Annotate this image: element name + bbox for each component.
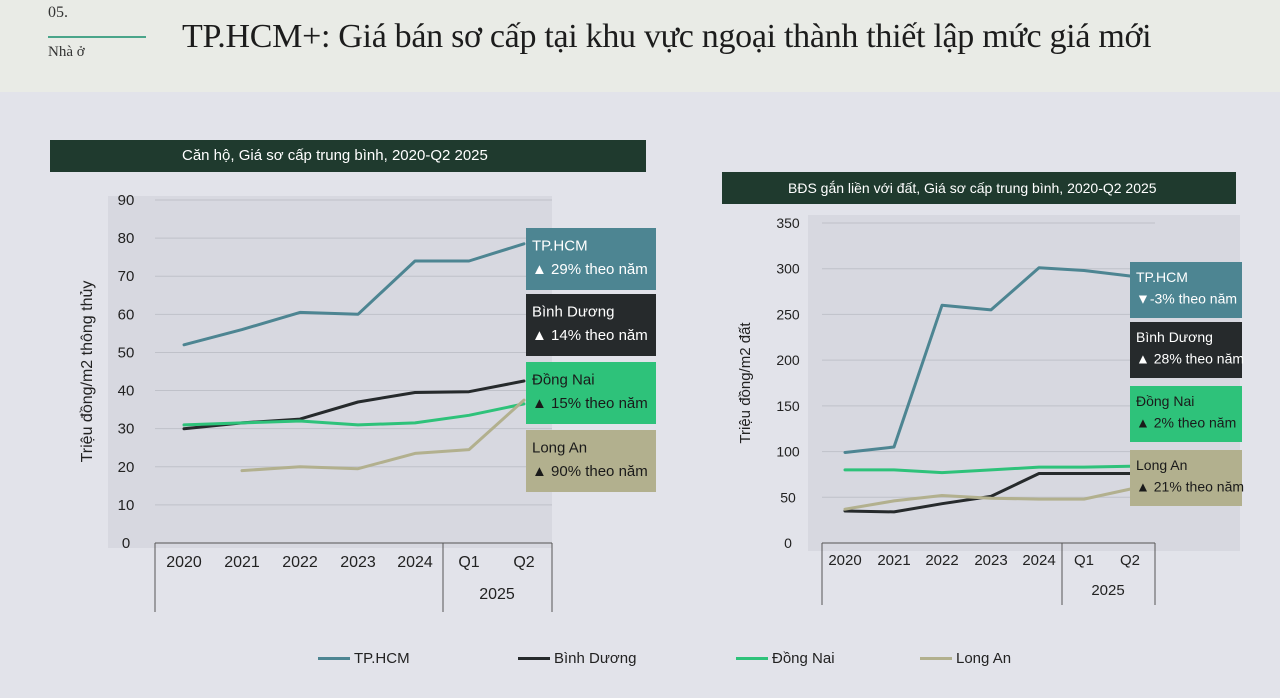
land-x-tick-label: Q1 xyxy=(1074,552,1094,569)
apt-annotation-change-long-an: ▲ 90% theo năm xyxy=(532,463,648,480)
section-number: 05. xyxy=(48,4,68,21)
land-y-tick-label: 350 xyxy=(776,215,800,231)
land-series-line-dong-nai xyxy=(843,464,1132,475)
land-y-tick-label: 300 xyxy=(776,261,800,277)
slide-title: TP.HCM+: Giá bán sơ cấp tại khu vực ngoạ… xyxy=(182,18,1152,55)
apt-y-tick-label: 30 xyxy=(118,421,135,438)
apt-y-axis-label: Triệu đồng/m2 thông thủy xyxy=(79,281,96,463)
apt-annotation-name-tp-hcm: TP.HCM xyxy=(532,237,588,254)
land-x-tick-label: 2022 xyxy=(925,552,958,569)
apt-x-tick-label: 2022 xyxy=(282,554,318,571)
legend-label-tp-hcm: TP.HCM xyxy=(354,649,410,667)
land-series-line-binh-duong xyxy=(843,472,1132,514)
land-y-tick-label: 50 xyxy=(780,489,796,505)
land-annotation-change-binh-duong: ▲ 28% theo năm xyxy=(1136,350,1244,366)
apt-annotation-change-tp-hcm: ▲ 29% theo năm xyxy=(532,261,648,278)
land-y-axis-label: Triệu đồng/m2 đất xyxy=(737,322,754,444)
apt-x-group-label: 2025 xyxy=(479,586,515,603)
land-annotation-change-dong-nai: ▲ 2% theo năm xyxy=(1136,414,1236,430)
legend-swatch-long-an xyxy=(920,656,952,660)
apt-y-tick-label: 50 xyxy=(118,344,135,361)
apt-y-tick-label: 40 xyxy=(118,383,135,400)
land-annotation-name-long-an: Long An xyxy=(1136,457,1187,473)
land-y-tick-label: 0 xyxy=(784,535,792,551)
land-x-tick-label: 2023 xyxy=(974,552,1007,569)
apt-x-tick-label: 2020 xyxy=(166,554,202,571)
apt-annotation-change-dong-nai: ▲ 15% theo năm xyxy=(532,395,648,412)
legend-item-long-an: Long An xyxy=(920,646,1011,670)
land-annotation-box-binh-duong xyxy=(1130,322,1242,378)
land-x-group-label: 2025 xyxy=(1091,582,1124,599)
land-x-tick-label: 2024 xyxy=(1022,552,1055,569)
land-x-tick-label: Q2 xyxy=(1120,552,1140,569)
land-y-tick-label: 250 xyxy=(776,306,800,322)
land-annotation-box-dong-nai xyxy=(1130,386,1242,442)
apt-annotation-name-binh-duong: Bình Dương xyxy=(532,303,614,320)
land-series-line-tp-hcm xyxy=(843,266,1132,454)
land-annotation-change-long-an: ▲ 21% theo năm xyxy=(1136,478,1244,494)
legend-label-long-an: Long An xyxy=(956,649,1012,667)
land-annotation-name-tp-hcm: TP.HCM xyxy=(1136,269,1188,285)
apt-series-line-tp-hcm xyxy=(182,242,526,347)
land-x-tick-label: 2020 xyxy=(828,552,861,569)
chart-title-apartment: Căn hộ, Giá sơ cấp trung bình, 2020-Q2 2… xyxy=(50,140,646,172)
apt-x-tick-label: 2021 xyxy=(224,554,260,571)
land-series-line-long-an xyxy=(843,487,1132,511)
apt-y-tick-label: 90 xyxy=(118,192,135,209)
land-annotation-name-dong-nai: Đồng Nai xyxy=(1136,393,1194,409)
land-annotation-box-long-an xyxy=(1130,450,1242,506)
legend-item-binh-duong: Bình Dương xyxy=(518,646,636,670)
apt-y-tick-label: 10 xyxy=(118,497,135,514)
apt-y-tick-label: 80 xyxy=(118,230,135,247)
apt-annotation-name-long-an: Long An xyxy=(532,439,587,456)
land-annotation-name-binh-duong: Bình Dương xyxy=(1136,329,1213,345)
apt-x-tick-label: Q1 xyxy=(458,554,479,571)
land-annotation-box-tp-hcm xyxy=(1130,262,1242,318)
legend-swatch-binh-duong xyxy=(518,656,550,660)
legend-item-tp-hcm: TP.HCM xyxy=(318,646,410,670)
apt-annotation-name-dong-nai: Đồng Nai xyxy=(532,371,595,388)
land-annotation-change-tp-hcm: ▼-3% theo năm xyxy=(1136,290,1237,306)
apt-y-tick-label: 70 xyxy=(118,268,135,285)
apt-series-line-long-an xyxy=(240,398,526,473)
apt-annotation-box-tp-hcm xyxy=(526,228,656,290)
apt-y-tick-label: 60 xyxy=(118,306,135,323)
legend-item-dong-nai: Đồng Nai xyxy=(736,646,835,670)
apt-x-tick-label: 2023 xyxy=(340,554,376,571)
apt-x-tick-label: 2024 xyxy=(397,554,433,571)
land-y-tick-label: 100 xyxy=(776,444,800,460)
slide-header-band xyxy=(0,0,1280,92)
legend-label-dong-nai: Đồng Nai xyxy=(772,649,835,667)
chart-title-landed: BĐS gắn liền với đất, Giá sơ cấp trung b… xyxy=(722,172,1236,204)
section-name: Nhà ở xyxy=(48,44,85,60)
land-x-tick-label: 2021 xyxy=(877,552,910,569)
apt-y-tick-label: 0 xyxy=(122,535,130,552)
land-y-tick-label: 150 xyxy=(776,398,800,414)
apt-annotation-box-long-an xyxy=(526,430,656,492)
legend-swatch-dong-nai xyxy=(736,656,768,660)
apt-x-tick-label: Q2 xyxy=(513,554,534,571)
apt-annotation-box-dong-nai xyxy=(526,362,656,424)
land-y-tick-label: 200 xyxy=(776,352,800,368)
apt-annotation-change-binh-duong: ▲ 14% theo năm xyxy=(532,327,648,344)
apt-series-line-dong-nai xyxy=(182,402,526,427)
section-divider xyxy=(48,36,146,38)
legend-swatch-tp-hcm xyxy=(318,656,350,660)
apt-plot-area xyxy=(108,196,552,548)
apt-annotation-box-binh-duong xyxy=(526,294,656,356)
legend-label-binh-duong: Bình Dương xyxy=(554,649,637,667)
apt-y-tick-label: 20 xyxy=(118,459,135,476)
